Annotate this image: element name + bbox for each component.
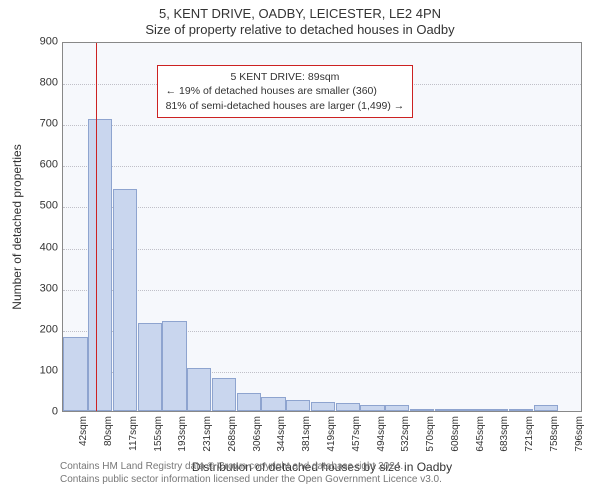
y-tick-label: 600 [8,160,58,171]
histogram-bar [261,397,285,411]
x-tick-label: 42sqm [78,416,89,446]
property-marker-line [96,43,97,411]
gridline [63,166,581,167]
histogram-bar [138,323,162,411]
x-tick-label: 645sqm [475,416,486,452]
histogram-bar [435,409,459,411]
histogram-bar [360,405,384,411]
y-tick-label: 900 [8,37,58,48]
gridline [63,207,581,208]
x-tick-label: 155sqm [153,416,164,452]
annotation-box: 5 KENT DRIVE: 89sqm← 19% of detached hou… [157,65,414,118]
x-tick-label: 344sqm [276,416,287,452]
x-tick-label: 457sqm [351,416,362,452]
footer-line-2: Contains public sector information licen… [60,473,590,486]
chart-container: Number of detached properties 5 KENT DRI… [62,42,584,412]
histogram-bar [286,400,310,412]
x-tick-label: 80sqm [103,416,114,446]
y-tick-label: 0 [8,407,58,418]
x-tick-label: 117sqm [128,416,139,451]
gridline [63,249,581,250]
footer-attribution: Contains HM Land Registry data © Crown c… [60,460,590,486]
x-tick-label: 419sqm [326,416,337,452]
histogram-bar [187,368,211,411]
x-tick-label: 268sqm [227,416,238,452]
histogram-bar [410,409,434,411]
x-tick-label: 306sqm [252,416,263,452]
histogram-bar [237,393,261,412]
x-tick-label: 494sqm [376,416,387,452]
y-tick-label: 800 [8,78,58,89]
x-tick-label: 532sqm [400,416,411,452]
page-title: 5, KENT DRIVE, OADBY, LEICESTER, LE2 4PN [0,0,600,22]
x-tick-label: 758sqm [549,416,560,452]
annotation-line: 5 KENT DRIVE: 89sqm [166,70,405,84]
footer-line-1: Contains HM Land Registry data © Crown c… [60,460,590,473]
x-tick-label: 570sqm [425,416,436,452]
plot-area: 5 KENT DRIVE: 89sqm← 19% of detached hou… [62,42,582,412]
y-tick-label: 500 [8,201,58,212]
x-tick-label: 608sqm [450,416,461,452]
y-tick-label: 100 [8,365,58,376]
x-tick-label: 683sqm [499,416,510,452]
histogram-bar [336,403,360,411]
histogram-bar [162,321,186,411]
histogram-bar [63,337,87,411]
histogram-bar [459,409,483,411]
gridline [63,125,581,126]
annotation-line: ← 19% of detached houses are smaller (36… [166,84,405,98]
histogram-bar [385,405,409,411]
y-tick-label: 200 [8,324,58,335]
histogram-bar [113,189,137,411]
y-tick-label: 400 [8,242,58,253]
x-tick-label: 381sqm [301,416,312,452]
histogram-bar [212,378,236,411]
gridline [63,290,581,291]
x-tick-label: 193sqm [177,416,188,452]
histogram-bar [88,119,112,411]
x-tick-label: 721sqm [524,416,535,452]
histogram-bar [484,409,508,411]
annotation-line: 81% of semi-detached houses are larger (… [166,99,405,113]
page-subtitle: Size of property relative to detached ho… [0,22,600,38]
histogram-bar [509,409,533,411]
histogram-bar [311,402,335,411]
y-tick-label: 700 [8,119,58,130]
histogram-bar [534,405,558,411]
x-tick-label: 796sqm [574,416,585,452]
x-tick-label: 231sqm [202,416,213,452]
y-tick-label: 300 [8,283,58,294]
